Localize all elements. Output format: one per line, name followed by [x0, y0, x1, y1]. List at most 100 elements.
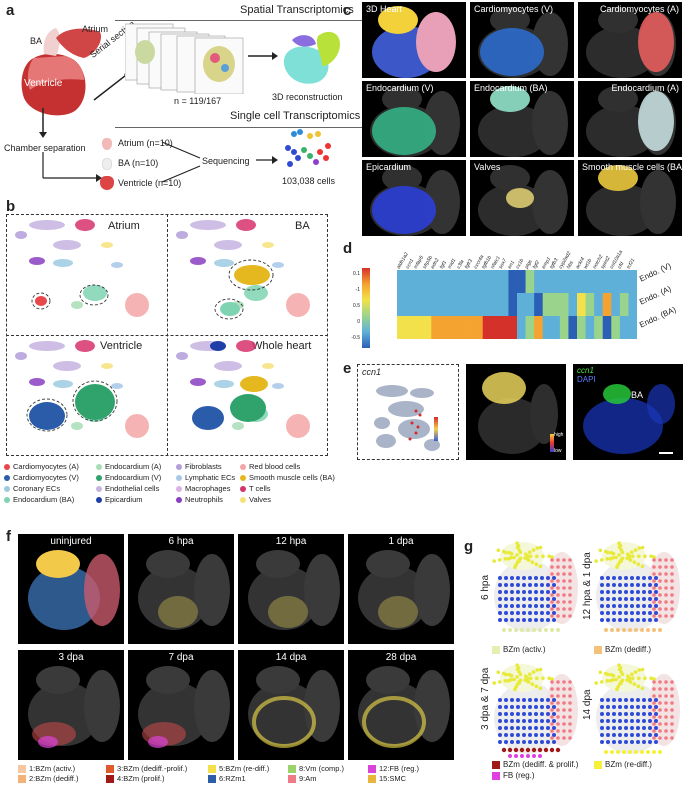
heatmap-cell: [397, 270, 406, 293]
heatmap-cell: [525, 293, 535, 316]
f-legend-item-4: 5:BZm (re-diff.): [208, 764, 269, 774]
f-legend-swatch: [368, 765, 376, 774]
timepoint-title: 6 hpa: [168, 536, 194, 547]
heart-map-svg: [586, 165, 676, 236]
timepoint-map-svg: [28, 666, 120, 748]
heart-map-8: Smooth muscle cells (BA): [578, 160, 682, 236]
umap-hsep: [6, 335, 328, 336]
heart-illustration: [21, 28, 102, 116]
heatmap-cell: [525, 316, 535, 339]
timepoint-map-svg: [138, 550, 230, 630]
scale-high: high: [554, 432, 564, 438]
sample-atrium: Atrium (n=10): [118, 138, 173, 148]
heatmap-cell: [619, 270, 629, 293]
heatmap-cell: [482, 293, 492, 316]
heatmap-cell: [439, 316, 449, 339]
f-legend-item-0: 1:BZm (activ.): [18, 764, 75, 774]
umap-plots: [15, 219, 310, 438]
panel-a-label: a: [6, 2, 15, 19]
g-legend-a: BZm (activ.): [492, 645, 546, 654]
heatmap-cell: [628, 316, 637, 339]
divider-spatial: [115, 20, 415, 21]
legend-dot: [240, 464, 246, 471]
arrow-recon: [248, 52, 278, 60]
legend-item-5: Endocardium (V): [96, 473, 161, 482]
legend-item-8: Fibroblasts: [176, 462, 222, 471]
f-legend-swatch: [18, 775, 26, 784]
panel-f-label: f: [6, 528, 11, 545]
f-legend-item-1: 2:BZm (dediff.): [18, 774, 78, 784]
gene-label: fgfr3: [463, 258, 475, 270]
f-legend-swatch: [18, 765, 26, 774]
heatmap-cell: [602, 316, 612, 339]
heatmap-cell: [474, 293, 484, 316]
heatmap-cell: [448, 316, 458, 339]
panel-f-grid: uninjured 6 hpa 12 hpa 1 dpa 3 dpa 7 dpa 14 dp…: [18, 534, 454, 760]
heart-map-svg: [372, 6, 456, 78]
heart-map-svg: [478, 86, 568, 157]
heatmap-cell: [559, 270, 569, 293]
heatmap-cell: [499, 270, 509, 293]
heatmap-cell: [422, 293, 432, 316]
legend-dot: [176, 464, 182, 471]
umap-quadrant-3: [176, 340, 310, 438]
f-legend-item-7: 9:Am: [288, 774, 317, 784]
heatmap-cell: [397, 293, 406, 316]
heatmap-cell: [414, 316, 424, 339]
legend-item-0: Cardiomyocytes (A): [4, 462, 79, 471]
ccn1-spatial: high low: [466, 364, 566, 460]
timepoint-map-2: 12 hpa: [238, 534, 344, 644]
heatmap-cell: [628, 270, 637, 293]
heart-map-title: Smooth muscle cells (BA): [582, 162, 682, 172]
legend-dot: [4, 475, 10, 482]
heatmap-cell: [542, 316, 552, 339]
legend-dot: [176, 497, 182, 504]
gene-label: mid1: [446, 257, 458, 270]
heart-map-5: Endocardium (A): [578, 81, 682, 157]
arrows-sequencing: [161, 141, 278, 183]
g-legend-c1: BZm (dediff. & prolif.): [492, 760, 578, 769]
heart-map-svg: [586, 86, 676, 157]
reconstruction-3d: [283, 31, 340, 84]
schematic-2: [492, 663, 578, 758]
heatmap-cell: [559, 293, 569, 316]
heatmap-cell: [534, 316, 544, 339]
heatmap-cell: [568, 316, 578, 339]
schematic-0: [492, 541, 578, 632]
timepoint-map-7: 28 dpa: [348, 650, 454, 760]
timepoint-map-0: uninjured: [18, 534, 124, 644]
heatmap-cell: [448, 270, 458, 293]
heart-label-ba: BA: [30, 36, 43, 46]
timepoint-map-6: 14 dpa: [238, 650, 344, 760]
stain-dapi: DAPI: [577, 375, 596, 384]
heatmap-cell: [431, 270, 441, 293]
heatmap-cell: [611, 293, 621, 316]
heatmap-row-labels: Endo. (V) Endo. (A) Endo. (BA): [638, 261, 679, 337]
g-legend-b: BZm (dediff.): [594, 645, 651, 654]
timepoint-map-svg: [248, 666, 340, 748]
heatmap-cell: [542, 270, 552, 293]
reconstruction-label: 3D reconstruction: [272, 92, 343, 102]
g-label-14dpa: 14 dpa: [582, 689, 593, 720]
heart-map-svg: [370, 165, 460, 236]
heatmap-cell: [508, 316, 518, 339]
heart-map-title: Cardiomyocytes (A): [599, 4, 679, 14]
legend-item-3: Endocardium (BA): [4, 495, 74, 504]
heatmap-cell: [397, 316, 406, 339]
heatmap-cell: [491, 270, 501, 293]
ventricle-icon: [100, 176, 114, 190]
heatmap-cell: [465, 270, 475, 293]
legend-item-9: Lymphatic ECs: [176, 473, 235, 482]
umap-legend: Cardiomyocytes (A) Cardiomyocytes (V) Co…: [4, 462, 335, 518]
heatmap-cell: [465, 316, 475, 339]
heatmap-cell: [568, 293, 578, 316]
arrow-down-sep: [39, 108, 47, 138]
umap-clusters: [15, 219, 310, 438]
umap-title-ventricle: Ventricle: [100, 340, 143, 352]
heart-map-title: Endocardium (BA): [474, 83, 548, 93]
sequencing-label: Sequencing: [202, 156, 250, 166]
heart-map-title: Epicardium: [366, 162, 412, 172]
heart-map-svg: [478, 165, 568, 236]
legend-dot: [176, 486, 182, 493]
heatmap-cell: [525, 270, 535, 293]
